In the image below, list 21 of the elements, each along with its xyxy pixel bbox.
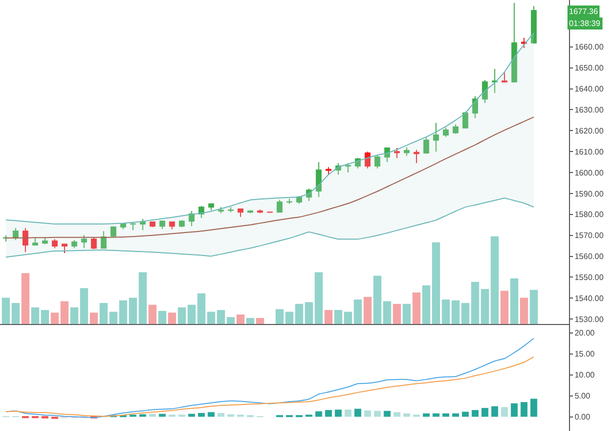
y-tick-label: 1540.00 bbox=[574, 294, 604, 303]
y-tick-label: 5.00 bbox=[574, 392, 591, 401]
y-tick-label: 1620.00 bbox=[574, 126, 604, 136]
y-tick-label: 1560.00 bbox=[574, 252, 604, 262]
text: 01:38:39 bbox=[569, 19, 601, 28]
y-tick-label: 1650.00 bbox=[574, 64, 604, 73]
y-tick-label: 10.00 bbox=[574, 370, 596, 380]
y-tick-label: 1640.00 bbox=[574, 84, 604, 94]
y-tick-label: 1630.00 bbox=[574, 106, 604, 115]
y-tick-label: 1550.00 bbox=[574, 273, 604, 282]
y-tick-label: 20.00 bbox=[574, 328, 596, 338]
y-tick-label: 1600.00 bbox=[574, 168, 604, 178]
y-tick-label: 1590.00 bbox=[574, 189, 604, 198]
y-tick-label: 1660.00 bbox=[574, 42, 604, 52]
y-tick-label: 0.00 bbox=[574, 412, 591, 422]
text: 1677.36 bbox=[569, 7, 598, 16]
y-tick-label: 1530.00 bbox=[574, 314, 604, 324]
y-tick-label: 15.00 bbox=[574, 350, 596, 359]
y-tick-label: 1570.00 bbox=[574, 231, 604, 240]
y-tick-label: 1610.00 bbox=[574, 147, 604, 156]
y-tick-label: 1580.00 bbox=[574, 210, 604, 220]
